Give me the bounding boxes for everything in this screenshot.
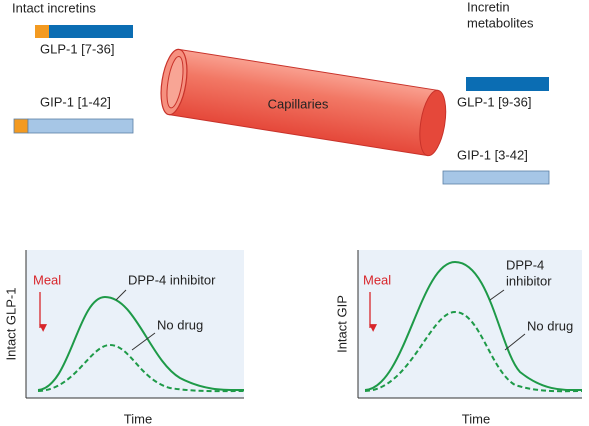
leader: [489, 289, 505, 301]
meal-label: Meal: [33, 272, 61, 287]
peptide-label: GLP-1 [9-36]: [457, 94, 531, 109]
metabolite-title: Incretin: [467, 0, 510, 14]
peptide-bar: [27, 118, 134, 134]
peptide-label: GLP-1 [7-36]: [40, 41, 114, 56]
capillary: [160, 48, 447, 157]
drug-label: DPP-4 inhibitor: [128, 272, 216, 287]
peptide-bar: [466, 77, 549, 91]
drug-label: DPP-4: [506, 257, 544, 272]
meal-label: Meal: [363, 272, 391, 287]
peptide-label: GIP-1 [1-42]: [40, 94, 111, 109]
cleavage-site: [35, 25, 49, 38]
curve-no-drug: [37, 343, 245, 393]
leader: [131, 332, 156, 351]
leader: [504, 333, 526, 351]
plot-area: [358, 250, 582, 398]
curve-no-drug: [364, 310, 583, 393]
peptide-bar: [442, 170, 550, 185]
y-label: Intact GLP-1: [3, 288, 18, 361]
drug-label: inhibitor: [506, 273, 552, 288]
x-label: Time: [124, 411, 152, 426]
x-label: Time: [462, 411, 490, 426]
no-drug-label: No drug: [157, 317, 203, 332]
plot-area: [26, 250, 244, 398]
curve-drug: [37, 295, 245, 392]
no-drug-label: No drug: [527, 318, 573, 333]
peptide-bar: [49, 25, 133, 38]
peptide-label: GIP-1 [3-42]: [457, 147, 528, 162]
y-label: Intact GIP: [334, 295, 349, 353]
metabolite-title: metabolites: [467, 15, 534, 30]
intact-title: Intact incretins: [12, 0, 96, 15]
vessel-label: Capillaries: [268, 96, 329, 111]
leader: [115, 289, 127, 301]
cleavage-site: [13, 118, 29, 134]
curve-drug: [364, 260, 583, 392]
